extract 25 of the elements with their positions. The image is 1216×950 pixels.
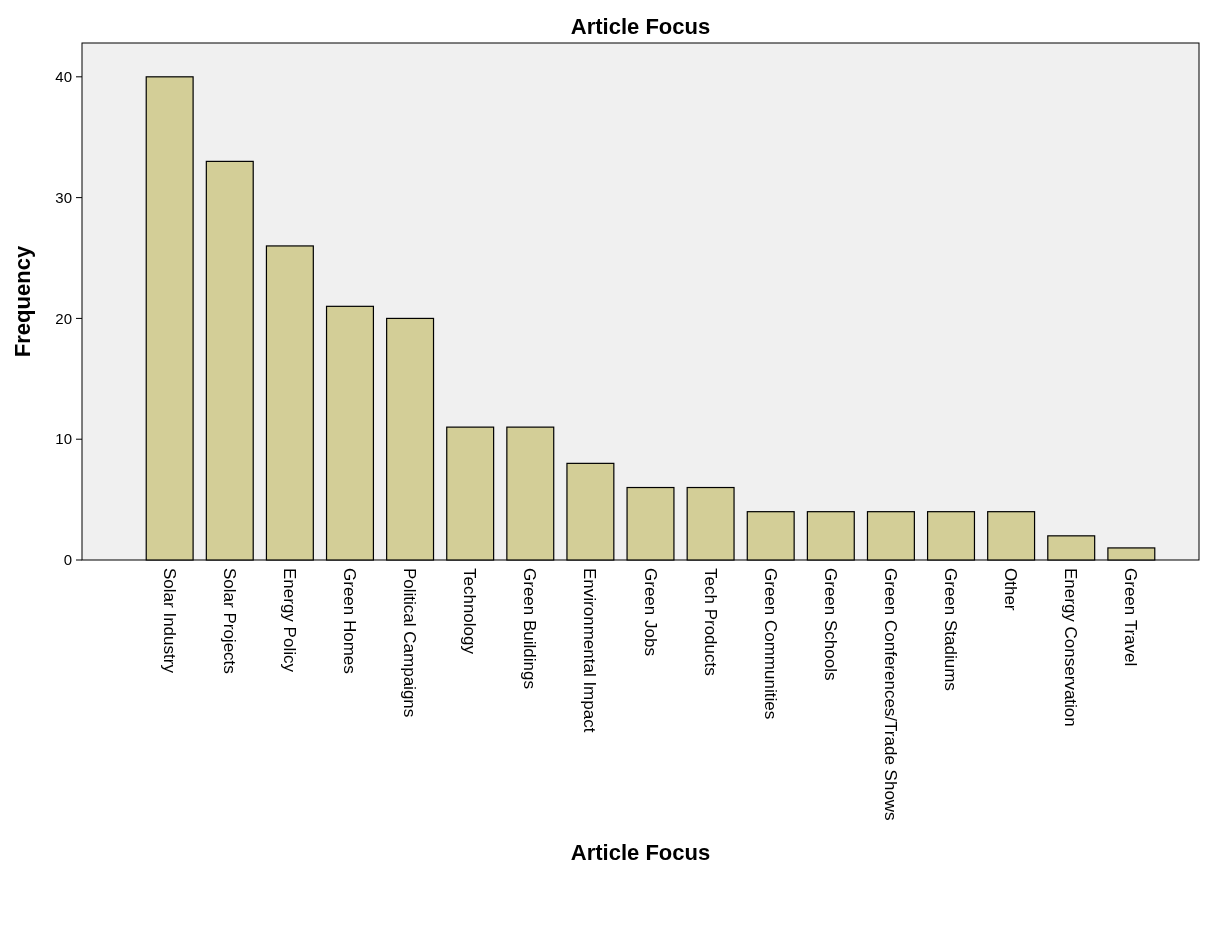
x-tick-label: Green Buildings: [520, 568, 540, 689]
x-tick-label: Green Travel: [1121, 568, 1141, 667]
y-tick-label: 10: [55, 430, 72, 448]
x-tick-label: Environmental Impact: [580, 568, 600, 733]
y-tick-label: 30: [55, 188, 72, 206]
x-tick-label: Green Schools: [820, 568, 840, 681]
x-tick-label: Solar Projects: [219, 568, 239, 674]
x-tick-label: Green Conferences/Trade Shows: [880, 568, 900, 821]
x-tick-label: Other: [1001, 568, 1021, 611]
x-axis-title: Article Focus: [570, 840, 711, 866]
y-tick-label: 0: [63, 551, 72, 569]
x-tick-label: Green Stadiums: [941, 568, 961, 691]
x-tick-label: Energy Policy: [279, 568, 299, 673]
x-tick-label: Green Communities: [760, 568, 780, 720]
chart-title: Article Focus: [570, 14, 711, 39]
y-tick-label: 20: [55, 309, 72, 327]
x-tick-label: Technology: [460, 568, 480, 655]
x-tick-label: Green Homes: [340, 568, 360, 674]
x-tick-label: Solar Industry: [159, 568, 179, 674]
x-tick-label: Energy Conservation: [1061, 568, 1081, 727]
y-axis-title: Frequency: [10, 245, 35, 358]
x-tick-label: Green Jobs: [640, 568, 660, 656]
y-tick-label: 40: [55, 68, 72, 86]
x-tick-label: Political Campaigns: [400, 568, 420, 718]
x-tick-label: Tech Products: [700, 568, 720, 676]
